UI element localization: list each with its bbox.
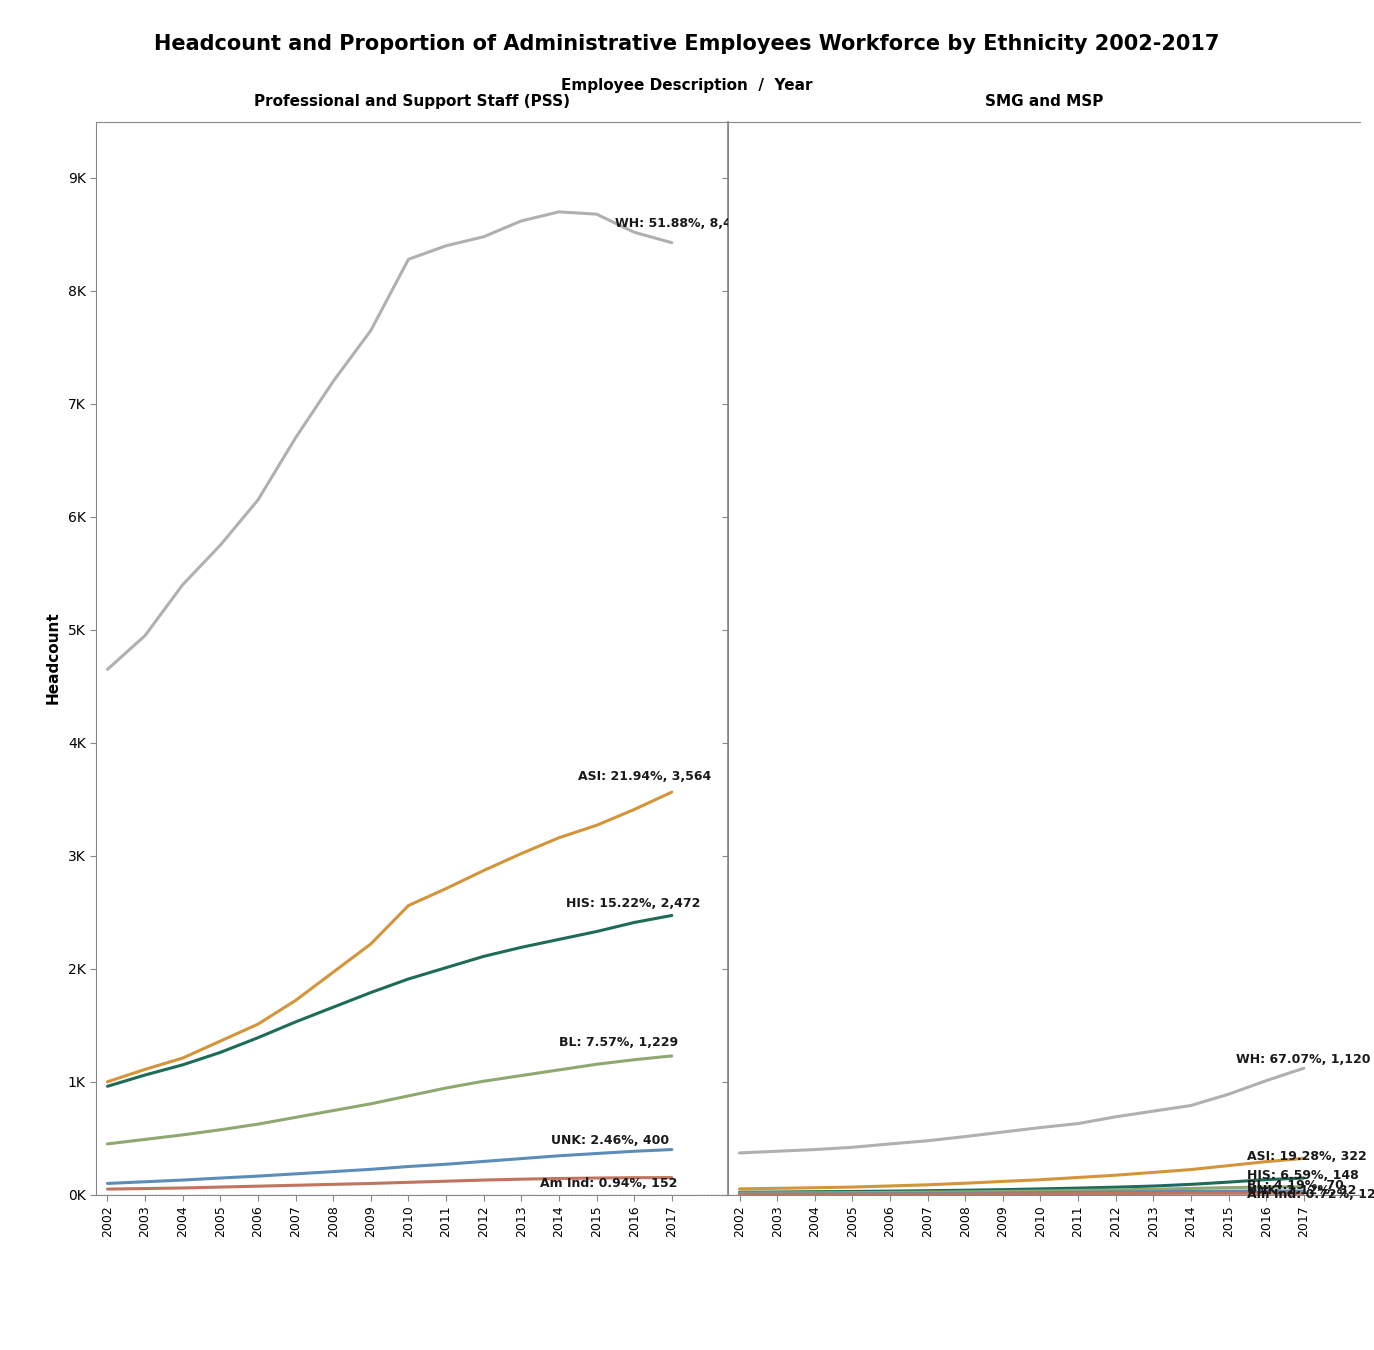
- Text: Professional and Support Staff (PSS): Professional and Support Staff (PSS): [254, 93, 570, 108]
- Text: Am Ind: 0.72%, 12: Am Ind: 0.72%, 12: [1248, 1188, 1374, 1200]
- Text: Headcount and Proportion of Administrative Employees Workforce by Ethnicity 2002: Headcount and Proportion of Administrati…: [154, 34, 1220, 54]
- Text: ASI: 19.28%, 322: ASI: 19.28%, 322: [1248, 1150, 1367, 1162]
- Y-axis label: Headcount: Headcount: [45, 612, 60, 705]
- Text: SMG and MSP: SMG and MSP: [985, 93, 1103, 108]
- Text: WH: 67.07%, 1,120: WH: 67.07%, 1,120: [1237, 1053, 1371, 1065]
- Text: ASI: 21.94%, 3,564: ASI: 21.94%, 3,564: [577, 771, 710, 783]
- Text: HIS: 15.22%, 2,472: HIS: 15.22%, 2,472: [566, 896, 701, 910]
- Text: Am Ind: 0.94%, 152: Am Ind: 0.94%, 152: [540, 1177, 677, 1189]
- Text: UNK: 2.46%, 400: UNK: 2.46%, 400: [551, 1134, 669, 1148]
- Text: WH: 51.88%, 8,427: WH: 51.88%, 8,427: [616, 217, 750, 230]
- Text: UNK: 2.12%, 32: UNK: 2.12%, 32: [1248, 1184, 1356, 1196]
- Text: HIS: 6.59%, 148: HIS: 6.59%, 148: [1248, 1169, 1359, 1183]
- Text: BL: 4.19%, 70: BL: 4.19%, 70: [1248, 1179, 1344, 1192]
- Text: BL: 7.57%, 1,229: BL: 7.57%, 1,229: [559, 1035, 677, 1049]
- Text: Employee Description  /  Year: Employee Description / Year: [561, 78, 813, 93]
